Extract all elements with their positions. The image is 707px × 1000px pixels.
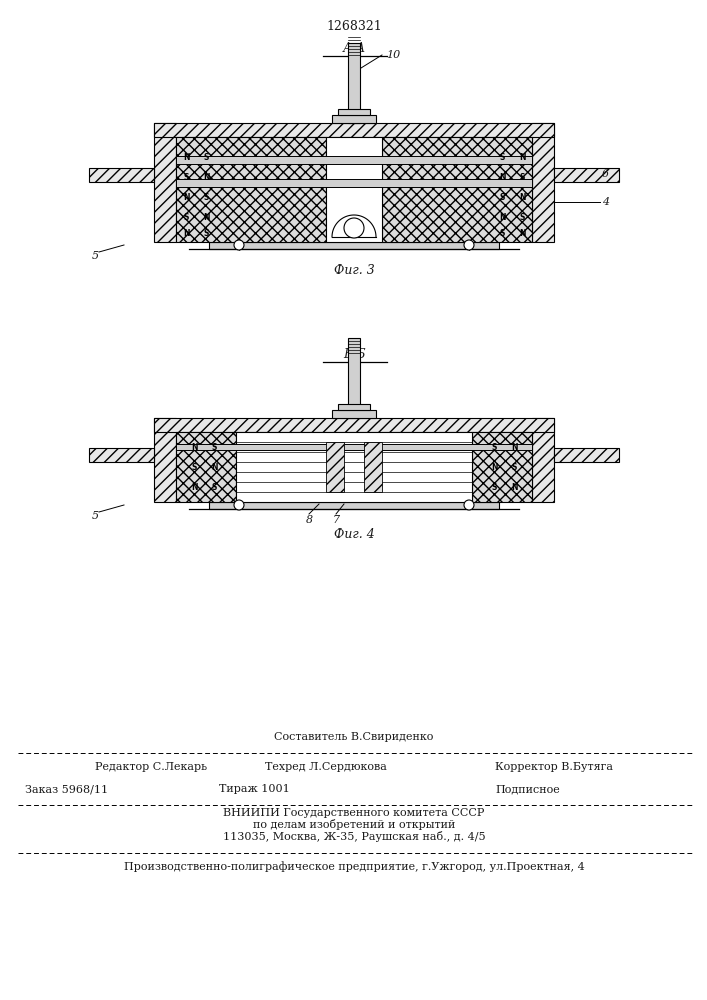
Bar <box>364 442 382 492</box>
Text: Фиг. 4: Фиг. 4 <box>334 528 375 540</box>
Bar <box>532 418 554 502</box>
Text: А-А: А-А <box>342 42 366 55</box>
Bar <box>236 432 472 502</box>
Text: S: S <box>211 483 216 491</box>
Text: N: N <box>491 462 497 472</box>
Text: N: N <box>519 152 525 161</box>
Circle shape <box>234 500 244 510</box>
Bar <box>209 502 499 509</box>
Text: N: N <box>191 442 197 452</box>
Bar <box>338 109 370 115</box>
Text: S: S <box>183 213 189 222</box>
Text: S: S <box>192 462 197 472</box>
Bar <box>154 123 176 242</box>
Bar <box>89 448 154 462</box>
Bar <box>176 444 532 450</box>
Text: S: S <box>499 192 505 202</box>
Text: S: S <box>499 230 505 238</box>
Bar <box>554 448 619 462</box>
Text: S: S <box>499 152 505 161</box>
Text: N: N <box>182 152 189 161</box>
Bar <box>532 123 554 242</box>
Text: 113035, Москва, Ж-35, Раушская наб., д. 4/5: 113035, Москва, Ж-35, Раушская наб., д. … <box>223 832 485 842</box>
Polygon shape <box>332 215 376 237</box>
Text: S: S <box>211 442 216 452</box>
Text: Подписное: Подписное <box>495 784 560 794</box>
Text: S: S <box>491 442 497 452</box>
Bar <box>326 137 382 242</box>
Text: N: N <box>182 230 189 238</box>
Text: 4: 4 <box>602 197 609 207</box>
Text: N: N <box>510 483 518 491</box>
Bar <box>154 418 176 502</box>
Text: 6: 6 <box>602 169 609 179</box>
Text: N: N <box>519 230 525 238</box>
Bar <box>209 242 499 249</box>
Text: N: N <box>182 192 189 202</box>
Bar <box>154 123 554 137</box>
Text: Фиг. 3: Фиг. 3 <box>334 263 375 276</box>
Text: N: N <box>203 213 209 222</box>
Text: N: N <box>510 442 518 452</box>
Bar <box>472 432 532 502</box>
Bar <box>554 168 619 182</box>
Text: N: N <box>498 213 506 222</box>
Circle shape <box>234 240 244 250</box>
Circle shape <box>464 500 474 510</box>
Text: S: S <box>491 483 497 491</box>
Bar <box>348 43 360 123</box>
Bar <box>89 168 154 182</box>
Text: 8: 8 <box>305 515 312 525</box>
Bar <box>348 338 360 418</box>
Bar <box>176 432 236 502</box>
Bar <box>154 418 554 432</box>
Text: Заказ 5968/11: Заказ 5968/11 <box>25 784 108 794</box>
Text: N: N <box>191 483 197 491</box>
Text: ВНИИПИ Государственного комитета СССР: ВНИИПИ Государственного комитета СССР <box>223 808 485 818</box>
Circle shape <box>464 240 474 250</box>
Text: N: N <box>211 462 217 472</box>
Text: S: S <box>204 230 209 238</box>
Text: S: S <box>204 192 209 202</box>
Text: по делам изобретений и открытий: по делам изобретений и открытий <box>253 820 455 830</box>
Bar <box>382 137 532 242</box>
Bar <box>176 156 532 164</box>
Text: Тираж 1001: Тираж 1001 <box>218 784 289 794</box>
Text: S: S <box>520 213 525 222</box>
Text: 7: 7 <box>332 515 339 525</box>
Text: Производственно-полиграфическое предприятие, г.Ужгород, ул.Проектная, 4: Производственно-полиграфическое предприя… <box>124 862 585 872</box>
Text: S: S <box>183 172 189 182</box>
Text: N: N <box>203 172 209 182</box>
Bar <box>326 442 344 492</box>
Bar <box>338 404 370 410</box>
Text: Составитель В.Свириденко: Составитель В.Свириденко <box>274 732 433 742</box>
Text: S: S <box>520 172 525 182</box>
Bar <box>176 179 532 187</box>
Text: Техред Л.Сердюкова: Техред Л.Сердюкова <box>265 762 387 772</box>
Circle shape <box>344 218 364 238</box>
Text: N: N <box>519 192 525 202</box>
Text: S: S <box>204 152 209 161</box>
Text: Б-Б: Б-Б <box>343 349 366 361</box>
Text: S: S <box>511 462 517 472</box>
Text: 5: 5 <box>92 251 99 261</box>
Text: N: N <box>498 172 506 182</box>
Bar <box>332 410 376 418</box>
Text: 5: 5 <box>92 511 99 521</box>
Bar <box>332 115 376 123</box>
Text: Редактор С.Лекарь: Редактор С.Лекарь <box>95 762 207 772</box>
Text: 1268321: 1268321 <box>326 19 382 32</box>
Text: 10: 10 <box>386 50 400 60</box>
Text: Корректор В.Бутяга: Корректор В.Бутяга <box>495 762 613 772</box>
Bar <box>176 137 326 242</box>
